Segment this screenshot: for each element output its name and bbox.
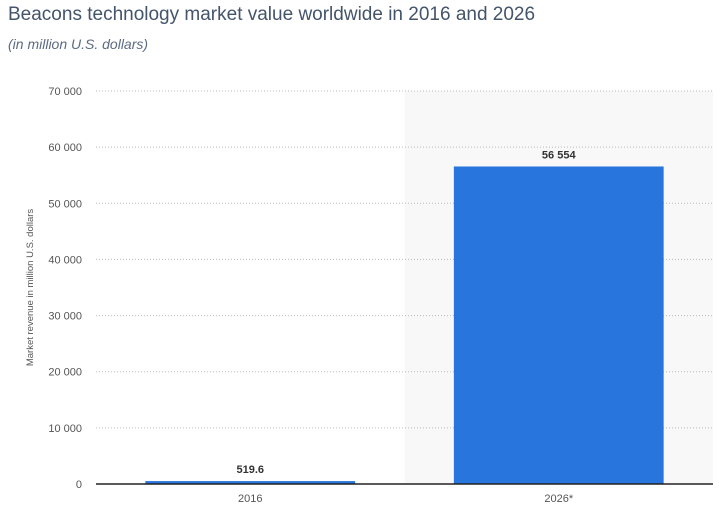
bar-2016 bbox=[145, 481, 356, 484]
y-tick-label: 70 000 bbox=[48, 86, 82, 98]
y-tick-label: 10 000 bbox=[48, 423, 82, 435]
x-tick-label: 2016 bbox=[238, 493, 262, 505]
data-label: 519.6 bbox=[236, 464, 264, 476]
y-tick-label: 0 bbox=[76, 479, 82, 491]
y-tick-label: 40 000 bbox=[48, 254, 82, 266]
y-tick-label: 60 000 bbox=[48, 142, 82, 154]
chart-title: Beacons technology market value worldwid… bbox=[8, 4, 536, 25]
y-axis-label: Market revenue in million U.S. dollars bbox=[25, 209, 36, 367]
bar-2026 bbox=[453, 166, 664, 484]
y-tick-label: 50 000 bbox=[48, 198, 82, 210]
x-tick-label: 2026* bbox=[544, 493, 573, 505]
y-tick-label: 30 000 bbox=[48, 311, 82, 323]
chart-subtitle: (in million U.S. dollars) bbox=[8, 36, 149, 52]
y-tick-label: 20 000 bbox=[48, 367, 82, 379]
data-label: 56 554 bbox=[542, 149, 577, 161]
